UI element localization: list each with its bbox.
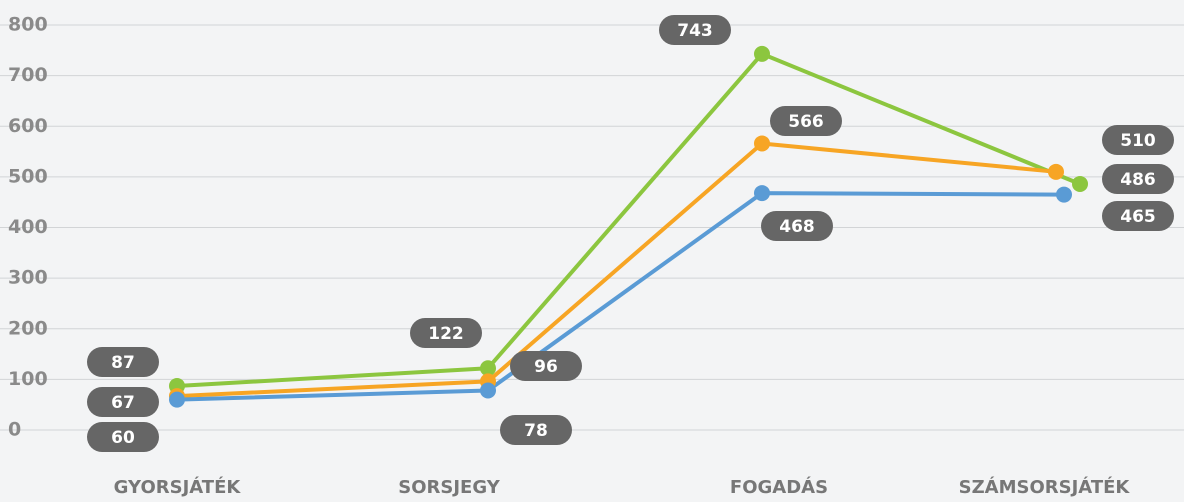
- series-line: [176, 191, 1065, 402]
- x-tick-label: FOGADÁS: [730, 476, 828, 498]
- y-tick-label: 0: [8, 419, 21, 441]
- y-tick-label: 800: [8, 14, 48, 36]
- value-label: 486: [1120, 170, 1156, 190]
- value-label: 67: [111, 393, 135, 413]
- value-label: 78: [524, 421, 548, 441]
- value-label: 96: [534, 357, 558, 377]
- point: [480, 382, 496, 399]
- value-label: 60: [111, 428, 135, 448]
- value-label-bg: [87, 347, 159, 377]
- point: [169, 391, 185, 408]
- y-tick-label: 700: [8, 64, 48, 86]
- y-tick-label: 100: [8, 368, 48, 390]
- value-label: 122: [428, 324, 464, 344]
- point: [1072, 175, 1088, 192]
- value-label-bg: [761, 211, 833, 241]
- x-tick-label: GYORSJÁTÉK: [114, 476, 242, 498]
- value-label: 468: [779, 217, 815, 237]
- value-label-bg: [410, 318, 482, 348]
- value-label-bg: [1102, 201, 1174, 231]
- point: [480, 360, 496, 377]
- value-label-bg: [87, 387, 159, 417]
- value-label-bg: [1102, 164, 1174, 194]
- value-label-bg: [1102, 125, 1174, 155]
- point: [1056, 186, 1072, 203]
- y-tick-label: 200: [8, 317, 48, 339]
- value-label: 87: [111, 353, 135, 373]
- y-tick-label: 500: [8, 165, 48, 187]
- x-tick-label: SORSJEGY: [398, 477, 500, 498]
- point: [754, 185, 770, 202]
- value-label: 510: [1120, 131, 1156, 151]
- value-label: 743: [677, 21, 713, 41]
- value-label: 566: [788, 112, 824, 132]
- value-label-bg: [500, 415, 572, 445]
- point: [754, 135, 770, 152]
- x-tick-label: SZÁMSORSJÁTÉK: [959, 476, 1131, 498]
- value-label: 465: [1120, 207, 1156, 227]
- value-label-bg: [510, 351, 582, 381]
- value-label-bg: [659, 15, 731, 45]
- y-tick-label: 300: [8, 267, 48, 289]
- point: [754, 45, 770, 62]
- y-tick-label: 400: [8, 216, 48, 238]
- value-label-bg: [770, 106, 842, 136]
- point: [1048, 163, 1064, 180]
- series-line: [176, 141, 1057, 399]
- series-line: [176, 51, 1081, 388]
- value-label-bg: [87, 422, 159, 452]
- y-tick-label: 600: [8, 115, 48, 137]
